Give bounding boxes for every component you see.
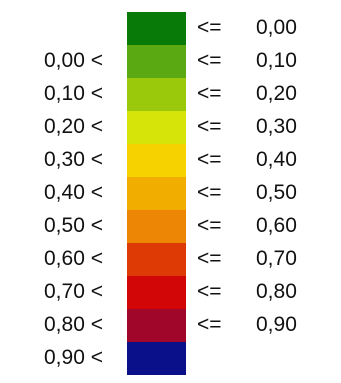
legend-swatch	[127, 309, 186, 342]
legend-swatch	[127, 111, 186, 144]
legend-upper-bound: 0,40	[256, 148, 316, 172]
legend-swatch	[127, 45, 186, 78]
legend-lower-bound: 0,00 <	[44, 49, 124, 73]
legend-operator: <=	[197, 115, 237, 139]
legend-upper-bound: 0,10	[256, 49, 316, 73]
legend-lower-bound: 0,40 <	[44, 181, 124, 205]
legend-lower-bound: 0,50 <	[44, 214, 124, 238]
legend-row: <= 0,00	[0, 12, 341, 45]
legend-swatch	[127, 12, 186, 45]
legend-lower-bound: 0,70 <	[44, 280, 124, 304]
legend-row: 0,60 < <= 0,70	[0, 243, 341, 276]
legend-swatch	[127, 210, 186, 243]
legend-swatch	[127, 243, 186, 276]
legend-operator: <=	[197, 82, 237, 106]
legend-row: 0,70 < <= 0,80	[0, 276, 341, 309]
legend-upper-bound: 0,50	[256, 181, 316, 205]
legend-upper-bound: 0,00	[256, 16, 316, 40]
legend-row: 0,10 < <= 0,20	[0, 78, 341, 111]
legend-row: 0,30 < <= 0,40	[0, 144, 341, 177]
legend-operator: <=	[197, 181, 237, 205]
legend-swatch	[127, 144, 186, 177]
legend-lower-bound: 0,10 <	[44, 82, 124, 106]
legend-swatch	[127, 276, 186, 309]
legend-operator: <=	[197, 16, 237, 40]
legend-lower-bound: 0,80 <	[44, 313, 124, 337]
legend-upper-bound: 0,90	[256, 313, 316, 337]
legend-upper-bound: 0,80	[256, 280, 316, 304]
legend-upper-bound: 0,20	[256, 82, 316, 106]
legend-operator: <=	[197, 313, 237, 337]
legend-lower-bound: 0,30 <	[44, 148, 124, 172]
legend-operator: <=	[197, 148, 237, 172]
legend-upper-bound: 0,30	[256, 115, 316, 139]
legend-upper-bound: 0,70	[256, 247, 316, 271]
legend-upper-bound: 0,60	[256, 214, 316, 238]
legend-row: 0,20 < <= 0,30	[0, 111, 341, 144]
legend-operator: <=	[197, 214, 237, 238]
legend-operator: <=	[197, 247, 237, 271]
legend-swatch	[127, 342, 186, 375]
legend-row: 0,90 <	[0, 342, 341, 375]
legend-row: 0,80 < <= 0,90	[0, 309, 341, 342]
legend-row: 0,50 < <= 0,60	[0, 210, 341, 243]
legend-row: 0,40 < <= 0,50	[0, 177, 341, 210]
legend-swatch	[127, 78, 186, 111]
legend-lower-bound: 0,90 <	[44, 346, 124, 370]
legend-operator: <=	[197, 280, 237, 304]
legend-row: 0,00 < <= 0,10	[0, 45, 341, 78]
legend-lower-bound: 0,20 <	[44, 115, 124, 139]
legend-swatch	[127, 177, 186, 210]
legend-operator: <=	[197, 49, 237, 73]
legend-lower-bound: 0,60 <	[44, 247, 124, 271]
